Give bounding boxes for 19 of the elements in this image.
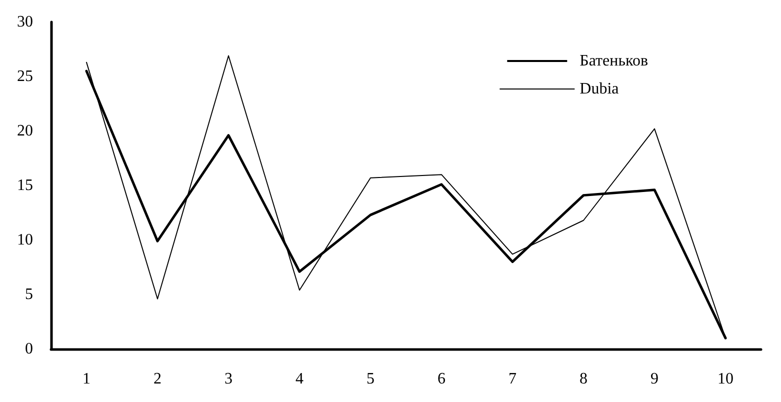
x-tick-label: 7 — [508, 370, 516, 388]
x-tick-label: 10 — [718, 370, 734, 388]
y-tick-label: 5 — [25, 286, 33, 303]
y-tick-label: 10 — [17, 232, 33, 248]
y-tick-label: 15 — [17, 177, 33, 194]
legend-label: Батеньков — [580, 52, 648, 70]
x-tick-label: 9 — [650, 370, 658, 388]
legend-label: Dubia — [580, 80, 619, 98]
y-tick-label: 0 — [25, 340, 33, 358]
x-tick-label: 3 — [224, 370, 232, 388]
x-tick-label: 2 — [154, 370, 162, 388]
x-tick-label: 4 — [296, 370, 304, 388]
x-tick-label: 6 — [438, 370, 446, 388]
y-tick-label: 20 — [17, 122, 33, 140]
y-tick-label: 25 — [17, 68, 33, 85]
x-tick-label: 1 — [82, 370, 90, 388]
x-tick-label: 8 — [580, 370, 588, 388]
y-tick-label: 30 — [17, 14, 33, 30]
x-tick-label: 5 — [366, 370, 374, 388]
